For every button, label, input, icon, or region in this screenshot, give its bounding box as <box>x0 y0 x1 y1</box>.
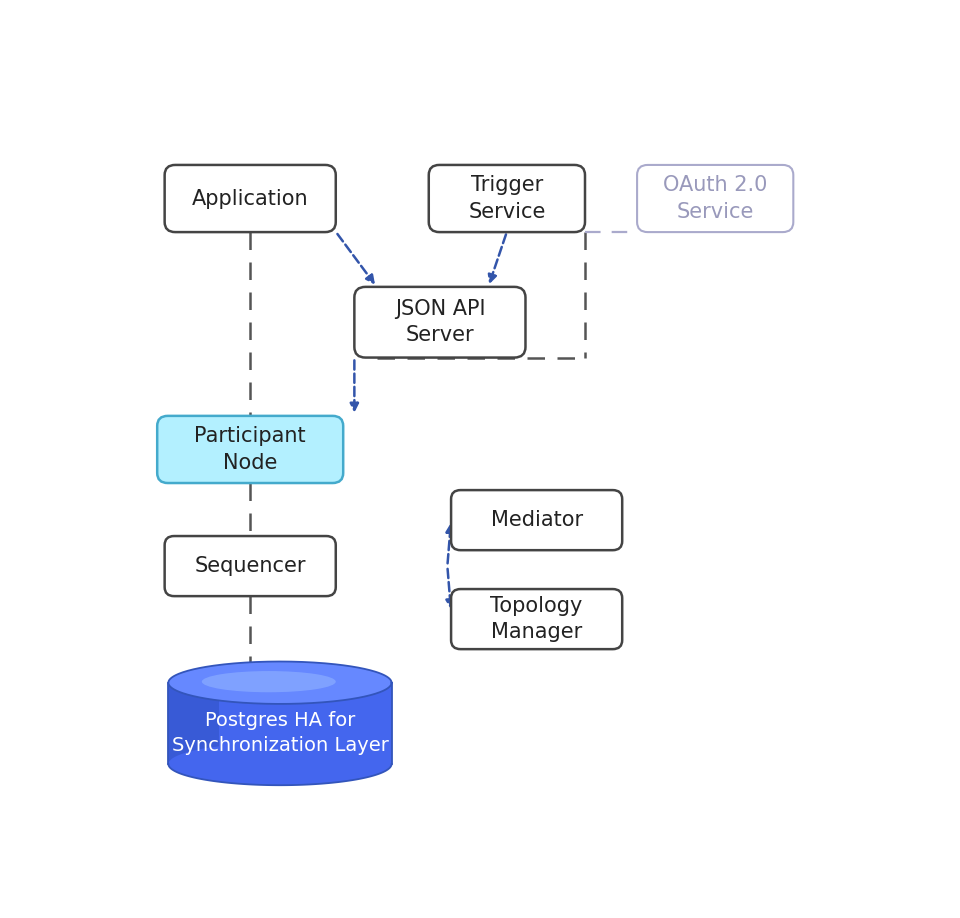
FancyBboxPatch shape <box>354 286 525 357</box>
Text: OAuth 2.0
Service: OAuth 2.0 Service <box>663 175 767 222</box>
Text: Participant
Node: Participant Node <box>194 426 306 473</box>
Text: Application: Application <box>192 188 308 208</box>
Text: Topology
Manager: Topology Manager <box>491 596 583 643</box>
FancyBboxPatch shape <box>165 165 336 232</box>
Text: Mediator: Mediator <box>491 510 583 530</box>
Polygon shape <box>168 683 392 764</box>
FancyBboxPatch shape <box>451 589 622 649</box>
Text: Postgres HA for
Synchronization Layer: Postgres HA for Synchronization Layer <box>172 711 389 756</box>
FancyBboxPatch shape <box>165 536 336 596</box>
Ellipse shape <box>168 662 392 704</box>
Polygon shape <box>168 683 219 764</box>
Text: JSON API
Server: JSON API Server <box>395 299 485 345</box>
Text: Sequencer: Sequencer <box>195 556 306 577</box>
FancyBboxPatch shape <box>157 416 344 483</box>
Ellipse shape <box>202 671 336 692</box>
Ellipse shape <box>168 743 392 785</box>
FancyBboxPatch shape <box>429 165 585 232</box>
Text: Trigger
Service: Trigger Service <box>468 175 545 222</box>
FancyBboxPatch shape <box>637 165 793 232</box>
FancyBboxPatch shape <box>451 490 622 550</box>
